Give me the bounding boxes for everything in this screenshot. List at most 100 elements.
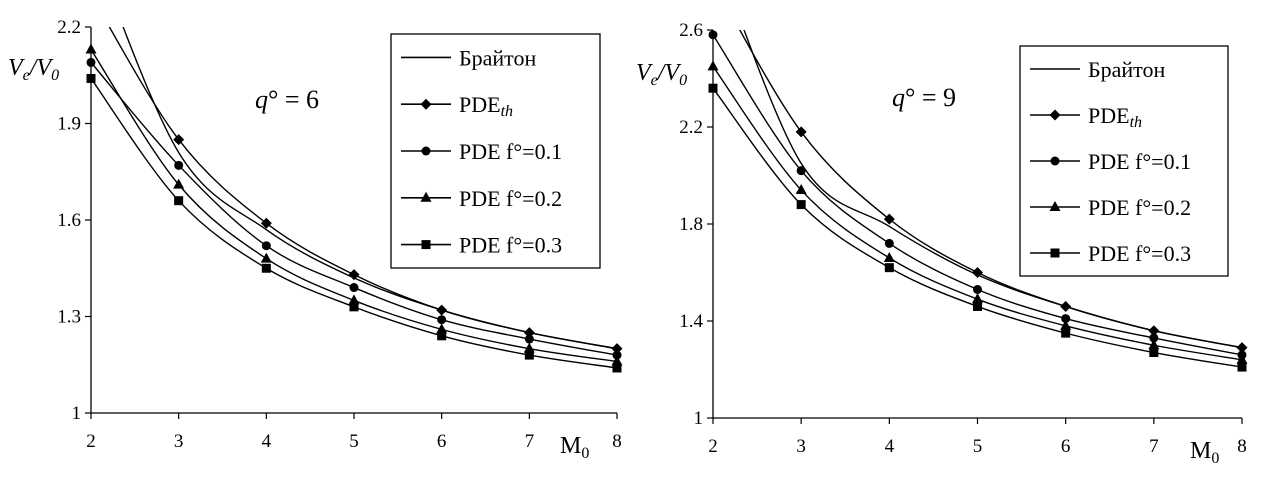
- chart-1-series-2: [86, 57, 622, 360]
- chart-1-ylabel-main: V: [8, 55, 25, 81]
- chart-2-legend-label-2: PDE f°=0.1: [1088, 149, 1191, 174]
- chart-2-series-1-point-6: [1236, 342, 1248, 354]
- chart-1-legend-label-2: PDE f°=0.1: [459, 139, 562, 164]
- chart-1-series-2-point-3: [349, 283, 359, 293]
- chart-2-ylabel-main: V: [636, 60, 653, 86]
- chart-2-series-2-point-5: [1149, 333, 1159, 343]
- chart-2-x-tick-label-2: 4: [885, 436, 895, 457]
- chart-1-y-axis-label: Ve/V0: [8, 55, 59, 84]
- chart-2-series-4-point-3: [973, 301, 982, 311]
- chart-1-series-4-point-5: [524, 350, 534, 360]
- chart-2-x-tick-label-1: 3: [796, 436, 806, 457]
- chart-2-xlabel-main: M: [1190, 438, 1211, 464]
- chart-2-series-3-point-3: [972, 293, 983, 304]
- chart-2-series-3-point-0: [707, 60, 719, 71]
- chart-2-annotation-q: q: [892, 83, 905, 112]
- chart-2-legend-sub-1: th: [1130, 114, 1142, 131]
- chart-2-series-2-point-0: [708, 30, 718, 40]
- chart-1-legend-marker-4-point-legend: [421, 240, 431, 250]
- chart-1-annotation-rest: ° = 6: [268, 85, 319, 114]
- chart-2-y-tick-label-4: 2.6: [679, 20, 703, 41]
- chart-2-series-2-point-4: [1061, 314, 1071, 324]
- chart-2-legend-name-4: PDE f°=0.3: [1088, 241, 1191, 266]
- chart-2-annotation: q° = 9: [892, 83, 956, 112]
- chart-1-legend-label-3: PDE f°=0.2: [459, 186, 562, 211]
- chart-1-x-axis-label: M0: [560, 433, 589, 462]
- chart-1-series-3: [85, 43, 623, 366]
- chart-2-legend-marker-3-point-legend: [1049, 201, 1061, 211]
- chart-1-annotation-q: q: [255, 85, 268, 114]
- chart-2-series-4-point-1: [796, 200, 806, 210]
- chart-1-legend-name-3: PDE f°=0.2: [459, 186, 562, 211]
- chart-2-x-tick-label-6: 8: [1237, 436, 1247, 457]
- chart-1-legend-name-0: Брайтон: [459, 45, 536, 70]
- chart-1-series-3-point-2: [260, 252, 272, 263]
- chart-2-x-tick-label-3: 5: [973, 436, 983, 457]
- chart-1-y-tick-label-2: 1.6: [57, 210, 81, 231]
- chart-1-series-1-point-4: [436, 304, 448, 316]
- chart-1-series-4-point-0: [86, 73, 96, 83]
- chart-1-legend-label-1: PDEth: [459, 92, 513, 120]
- chart-1-series-1-point-3: [348, 269, 360, 281]
- chart-1-series-4-point-2: [261, 263, 271, 273]
- chart-1-legend-marker-2-point-legend: [421, 146, 431, 156]
- chart-2-x-tick-label-5: 7: [1149, 436, 1159, 457]
- chart-2-series-1-point-3: [972, 267, 983, 278]
- chart-2-y-axis-label: Ve/V0: [636, 60, 687, 89]
- chart-2-series-3-point-5: [1148, 339, 1160, 350]
- chart-1-series-3-point-0: [85, 43, 97, 54]
- chart-1-x-tick-label-6: 8: [612, 431, 622, 452]
- chart-1-xlabel-sub: 0: [581, 445, 589, 462]
- chart-2-series-2-point-3: [973, 284, 982, 294]
- chart-1-annotation: q° = 6: [255, 85, 319, 114]
- chart-1-legend-name-2: PDE f°=0.1: [459, 139, 562, 164]
- chart-2-legend-label-0: Брайтон: [1088, 57, 1165, 82]
- chart-2-legend-name-0: Брайтон: [1088, 57, 1165, 82]
- chart-1-legend-label-4: PDE f°=0.3: [459, 233, 562, 258]
- chart-1-legend-name-1: PDE: [459, 92, 501, 117]
- chart-1-x-tick-label-5: 7: [525, 431, 535, 452]
- chart-2-legend-marker-4-point-legend: [1050, 248, 1060, 258]
- chart-1-series-4-point-6: [612, 363, 622, 373]
- chart-1-series-1-point-6: [611, 343, 623, 355]
- chart-1-xlabel-main: M: [560, 433, 581, 459]
- chart-2-x-tick-label-0: 2: [708, 436, 718, 457]
- chart-2-series-1-point-1: [795, 126, 807, 138]
- chart-2-series-3-point-2: [883, 251, 895, 262]
- chart-2-x-tick-label-4: 6: [1061, 436, 1071, 457]
- chart-2-y-tick-label-0: 1: [694, 408, 704, 429]
- chart-1-series-4-point-1: [174, 196, 184, 206]
- chart-1-series-2-point-6: [612, 350, 622, 360]
- chart-2-legend-name-3: PDE f°=0.2: [1088, 195, 1191, 220]
- chart-2-series-4: [708, 83, 1247, 372]
- chart-2-series-2: [708, 30, 1247, 360]
- chart-2-legend-label-3: PDE f°=0.2: [1088, 195, 1191, 220]
- chart-2-legend-label-1: PDEth: [1088, 103, 1142, 131]
- chart-2-legend-marker-2-point-legend: [1050, 156, 1060, 166]
- chart-2-y-tick-label-1: 1.4: [679, 311, 703, 332]
- chart-1-legend-marker-1-point-legend: [420, 98, 432, 110]
- chart-2-series-2-point-1: [796, 166, 806, 176]
- chart-1-x-tick-label-0: 2: [86, 431, 96, 452]
- chart-1-ylabel-div: /V: [28, 55, 54, 81]
- chart-2-series-1: [739, 30, 1248, 354]
- chart-1-series-2-point-1: [174, 160, 184, 170]
- chart-2-y-tick-label-3: 2.2: [679, 117, 703, 138]
- chart-1-legend-label-0: Брайтон: [459, 45, 536, 70]
- chart-2-legend-label-4: PDE f°=0.3: [1088, 241, 1191, 266]
- chart-1-x-tick-label-3: 5: [349, 431, 359, 452]
- chart-1-series-1-point-2: [260, 217, 272, 229]
- chart-2-series-3-point-4: [1060, 319, 1072, 330]
- chart-1-legend: Брайтон PDEth PDE f°=0.1 PDE f°=0.2 PDE f°=0…: [390, 33, 601, 269]
- chart-1-legend-sub-1: th: [501, 103, 513, 120]
- chart-2-series-4-point-2: [884, 263, 894, 273]
- chart-2-series-1-point-2: [883, 213, 895, 225]
- chart-1-x-tick-label-4: 6: [437, 431, 447, 452]
- chart-2-series-3: [707, 60, 1248, 364]
- chart-1-ylabel-sub1: e: [23, 67, 30, 84]
- chart-1-x-tick-label-2: 4: [262, 431, 272, 452]
- chart-1-series-4-point-3: [349, 302, 359, 312]
